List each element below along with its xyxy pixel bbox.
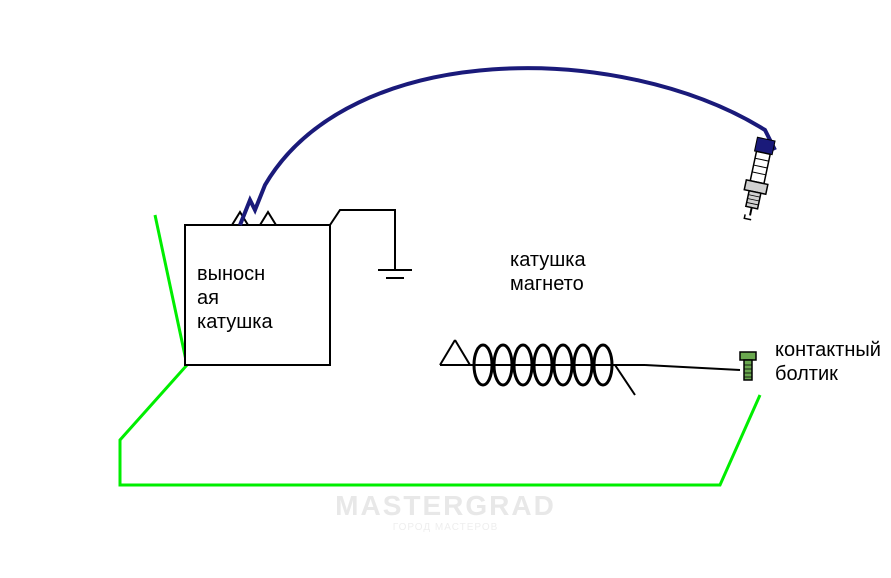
coil-box-label-line3: катушка <box>197 311 273 333</box>
magneto-core-left-end2 <box>455 340 470 365</box>
coil-box-label-line2: ая <box>197 287 219 309</box>
diagram-container: выносн ая катушка катушка магнето контак… <box>0 0 891 578</box>
bolt-label: контактный болтик <box>775 338 881 386</box>
magneto-core-left-end <box>440 340 455 365</box>
magneto-label-line2: магнето <box>510 273 584 295</box>
coil-box-label-line1: выносн <box>197 263 265 285</box>
bolt-label-line1: контактный <box>775 339 881 361</box>
contact-bolt <box>740 352 756 380</box>
bolt-label-line2: болтик <box>775 363 838 385</box>
coil-box-label: выносн ая катушка <box>197 262 273 334</box>
magneto-label: катушка магнето <box>510 248 586 296</box>
magneto-core-right-end <box>615 365 635 395</box>
hv-wire <box>240 68 775 225</box>
ground-wire <box>330 210 395 270</box>
coil-box-notch-right <box>260 212 276 225</box>
coil-to-bolt-wire <box>645 365 740 370</box>
spark-plug <box>738 137 777 222</box>
magneto-label-line1: катушка <box>510 249 586 271</box>
schematic-svg <box>0 0 891 578</box>
